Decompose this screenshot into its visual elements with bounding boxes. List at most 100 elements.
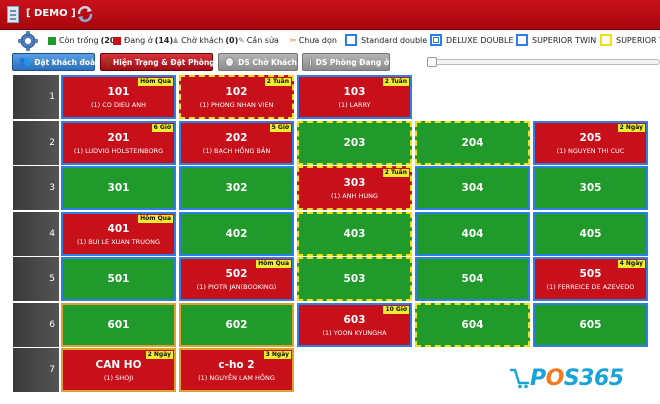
room-card[interactable]: 202 (1) BẠCH HỒNG BẢN 5 Giờ <box>179 121 294 165</box>
room-card[interactable]: 305 <box>533 166 648 210</box>
stay-duration-badge: 2 Tuần <box>382 169 409 177</box>
room-card[interactable]: 502 (1) PIOTR JAN(BOOKING) Hôm Qua <box>179 257 294 301</box>
room-guest: (1) PIOTR JAN(BOOKING) <box>196 283 277 291</box>
document-icon <box>7 6 19 23</box>
room-number: 505 <box>579 268 602 280</box>
room-number: 203 <box>343 137 366 149</box>
room-card[interactable]: 503 <box>297 257 412 301</box>
room-guest: (1) BẠCH HỒNG BẢN <box>202 147 271 155</box>
room-number: 202 <box>225 132 248 144</box>
room-guest: (1) FERREICE DE AZEVEDO <box>546 283 635 291</box>
floor-label: 1 <box>13 75 59 119</box>
room-number: 303 <box>343 177 366 189</box>
room-card[interactable]: CAN HO (1) SHOJI 2 Ngày <box>61 348 176 392</box>
room-number: c-ho 2 <box>218 359 255 371</box>
occupied-list-button[interactable]: DS Phòng Đang ở <box>302 53 390 71</box>
room-card[interactable]: 404 <box>415 212 530 256</box>
room-number: 503 <box>343 273 366 285</box>
user-icon <box>225 57 235 67</box>
room-card[interactable]: 203 <box>297 121 412 165</box>
room-card[interactable]: 501 <box>61 257 176 301</box>
room-number: 305 <box>579 182 602 194</box>
legend-occupied: Đang ở (14) <box>113 36 173 45</box>
refresh-icon[interactable] <box>76 5 94 23</box>
room-card[interactable]: 102 (1) PHONG NHAN VIEN 2 Tuần <box>179 75 294 119</box>
app-title: [ DEMO ] <box>26 8 76 19</box>
room-card[interactable]: 204 <box>415 121 530 165</box>
stay-duration-badge: Hôm Qua <box>138 215 173 223</box>
room-card[interactable]: 405 <box>533 212 648 256</box>
status-booking-button[interactable]: Hiện Trạng & Đặt Phòng <box>100 53 215 71</box>
floor-label: 6 <box>13 303 59 347</box>
room-card[interactable]: 505 (1) FERREICE DE AZEVEDO 4 Ngày <box>533 257 648 301</box>
room-guest: (1) LUDVIG HOLSTEINBORG <box>73 147 164 155</box>
zoom-slider[interactable] <box>427 57 660 67</box>
room-number: 404 <box>461 228 484 240</box>
waiting-list-button[interactable]: DS Chờ Khách <box>218 53 298 71</box>
room-number: 601 <box>107 319 130 331</box>
legend-vacant: Còn trống (20) <box>48 36 119 45</box>
legend-vacant-swatch <box>48 36 56 45</box>
room-number: 401 <box>107 223 130 235</box>
stay-duration-badge: 2 Tuần <box>382 78 409 86</box>
room-number: 204 <box>461 137 484 149</box>
room-number: 103 <box>343 86 366 98</box>
legend-superior-twin: SUPERIOR TWIN <box>516 34 596 46</box>
legend-superior-t-swatch <box>600 34 612 46</box>
stay-duration-badge: 3 Ngày <box>263 351 291 359</box>
floor-label: 7 <box>13 348 59 392</box>
legend-standard-double: Standard double <box>345 34 427 46</box>
person-icon: ♟ <box>172 36 180 45</box>
room-card[interactable]: 103 (1) LARRY 2 Tuần <box>297 75 412 119</box>
legend-superior-twin-swatch <box>516 34 528 46</box>
group-booking-button[interactable]: 👥 Đặt khách đoàn <box>12 53 100 71</box>
room-card[interactable]: 101 (1) CO DIEU ANH Hôm Qua <box>61 75 176 119</box>
legend-superior-t: SUPERIOR T <box>600 34 660 46</box>
room-number: 402 <box>225 228 248 240</box>
room-guest: (1) YOON KYUNGHA <box>322 329 387 337</box>
floor-label: 3 <box>13 166 59 210</box>
title-bar: [ DEMO ] <box>0 0 660 30</box>
room-card[interactable]: 604 <box>415 303 530 347</box>
room-card[interactable]: 201 (1) LUDVIG HOLSTEINBORG 6 Giờ <box>61 121 176 165</box>
legend-waiting: ♟ Chờ khách (0) <box>172 36 239 45</box>
gear-icon[interactable] <box>18 31 38 51</box>
room-card[interactable]: 504 <box>415 257 530 301</box>
floor-label: 5 <box>13 257 59 301</box>
room-guest: (1) NGUYEN THI CUC <box>556 147 625 155</box>
room-number: 405 <box>579 228 602 240</box>
stay-duration-badge: 5 Giờ <box>269 124 291 132</box>
room-card[interactable]: 403 <box>297 212 412 256</box>
room-number: 604 <box>461 319 484 331</box>
room-number: 501 <box>107 273 130 285</box>
legend-bar: Còn trống (20) Đang ở (14) ♟ Chờ khách (… <box>0 30 660 52</box>
broom-icon: ✂ <box>290 36 297 45</box>
stay-duration-badge: Hôm Qua <box>138 78 173 86</box>
room-card[interactable]: 302 <box>179 166 294 210</box>
user-icon <box>309 57 312 67</box>
zoom-slider-thumb[interactable] <box>427 57 437 67</box>
room-guest: (1) LARRY <box>338 101 371 109</box>
stay-duration-badge: 10 Giờ <box>383 306 409 314</box>
room-number: 301 <box>107 182 130 194</box>
floor-label: 4 <box>13 212 59 256</box>
room-card[interactable]: 205 (1) NGUYEN THI CUC 2 Ngày <box>533 121 648 165</box>
wrench-icon: ✎ <box>238 36 245 45</box>
floor-label: 2 <box>13 121 59 165</box>
book-icon <box>107 57 109 67</box>
room-card[interactable]: 301 <box>61 166 176 210</box>
room-card[interactable]: 601 <box>61 303 176 347</box>
room-card[interactable]: 402 <box>179 212 294 256</box>
room-card[interactable]: 605 <box>533 303 648 347</box>
room-number: 603 <box>343 314 366 326</box>
room-card[interactable]: 603 (1) YOON KYUNGHA 10 Giờ <box>297 303 412 347</box>
room-card[interactable]: 304 <box>415 166 530 210</box>
legend-occupied-swatch <box>113 36 121 45</box>
room-card[interactable]: 303 (1) ANH HUNG 2 Tuần <box>297 166 412 210</box>
room-card[interactable]: 602 <box>179 303 294 347</box>
legend-std-double-swatch <box>345 34 357 46</box>
room-card[interactable]: c-ho 2 (1) NGUYỄN LAM HỒNG 3 Ngày <box>179 348 294 392</box>
room-card[interactable]: 401 (1) BUI LE XUAN TRUONG Hôm Qua <box>61 212 176 256</box>
room-number: 101 <box>107 86 130 98</box>
